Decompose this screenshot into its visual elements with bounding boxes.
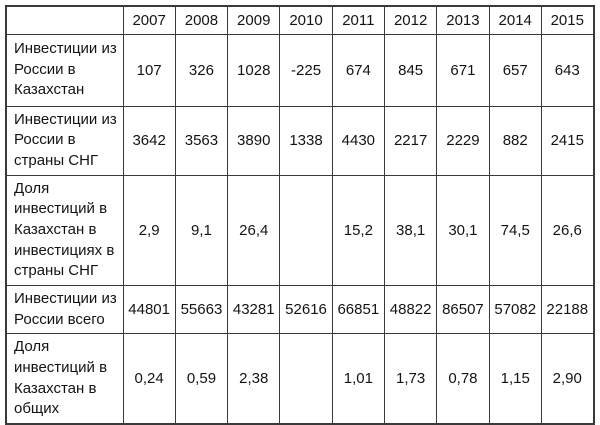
table-row: Доля инвестиций в Казахстан в инвестиция… (5, 174, 595, 287)
cell-value: 74,5 (488, 174, 542, 287)
cell-value: 15,2 (331, 174, 385, 287)
row-label: Инвестиции из России в страны СНГ (5, 105, 124, 176)
cell-value: 22188 (540, 284, 595, 335)
cell-value: 2,90 (540, 333, 595, 425)
cell-value: 326 (174, 33, 229, 107)
row-label: Инвестиции из России в Казахстан (5, 33, 124, 107)
cell-value: 0,78 (436, 333, 490, 425)
year-header: 2014 (488, 5, 542, 35)
cell-value: 66851 (331, 284, 385, 335)
corner-cell (5, 5, 124, 35)
table-row: Инвестиции из России в Казахстан 107 326 10… (5, 33, 595, 107)
cell-value (279, 174, 333, 287)
cell-value: 26,6 (540, 174, 595, 287)
cell-value: 1,15 (488, 333, 542, 425)
year-header: 2009 (227, 5, 281, 35)
cell-value: 643 (540, 33, 595, 107)
cell-value: -225 (279, 33, 333, 107)
year-header: 2010 (279, 5, 333, 35)
table-row: Инвестиции из России в страны СНГ 3642 356… (5, 105, 595, 176)
year-header: 2013 (436, 5, 490, 35)
cell-value: 38,1 (383, 174, 438, 287)
cell-value: 0,24 (122, 333, 176, 425)
cell-value: 43281 (227, 284, 281, 335)
cell-value: 26,4 (227, 174, 281, 287)
cell-value: 845 (383, 33, 438, 107)
cell-value: 3642 (122, 105, 176, 176)
cell-value: 2,38 (227, 333, 281, 425)
year-header: 2012 (383, 5, 438, 35)
cell-value: 44801 (122, 284, 176, 335)
cell-value: 882 (488, 105, 542, 176)
cell-value: 55663 (174, 284, 229, 335)
row-label: Доля инвестиций в Казахстан в общих (5, 333, 124, 425)
cell-value: 671 (436, 33, 490, 107)
cell-value: 2415 (540, 105, 595, 176)
cell-value: 4430 (331, 105, 385, 176)
cell-value: 30,1 (436, 174, 490, 287)
cell-value: 1028 (227, 33, 281, 107)
year-header: 2011 (331, 5, 385, 35)
table-row: Инвестиции из России всего 44801 55663 4328… (5, 284, 595, 335)
header-row: 2007 2008 2009 2010 2011 2012 2013 2014 2015 (5, 5, 595, 35)
year-header: 2015 (540, 5, 595, 35)
cell-value: 0,59 (174, 333, 229, 425)
cell-value: 86507 (436, 284, 490, 335)
cell-value: 674 (331, 33, 385, 107)
table-row: Доля инвестиций в Казахстан в общих 0,24 0… (5, 333, 595, 425)
cell-value: 3890 (227, 105, 281, 176)
cell-value: 52616 (279, 284, 333, 335)
cell-value: 9,1 (174, 174, 229, 287)
year-header: 2007 (122, 5, 176, 35)
cell-value: 657 (488, 33, 542, 107)
cell-value (279, 333, 333, 425)
cell-value: 2,9 (122, 174, 176, 287)
cell-value: 107 (122, 33, 176, 107)
investment-table: 2007 2008 2009 2010 2011 2012 2013 2014 2015 Инв… (5, 5, 595, 425)
row-label: Доля инвестиций в Казахстан в инвестиция… (5, 174, 124, 287)
cell-value: 1,73 (383, 333, 438, 425)
cell-value: 1338 (279, 105, 333, 176)
row-label: Инвестиции из России всего (5, 284, 124, 335)
cell-value: 57082 (488, 284, 542, 335)
cell-value: 2229 (436, 105, 490, 176)
year-header: 2008 (174, 5, 229, 35)
cell-value: 2217 (383, 105, 438, 176)
cell-value: 3563 (174, 105, 229, 176)
cell-value: 48822 (383, 284, 438, 335)
cell-value: 1,01 (331, 333, 385, 425)
